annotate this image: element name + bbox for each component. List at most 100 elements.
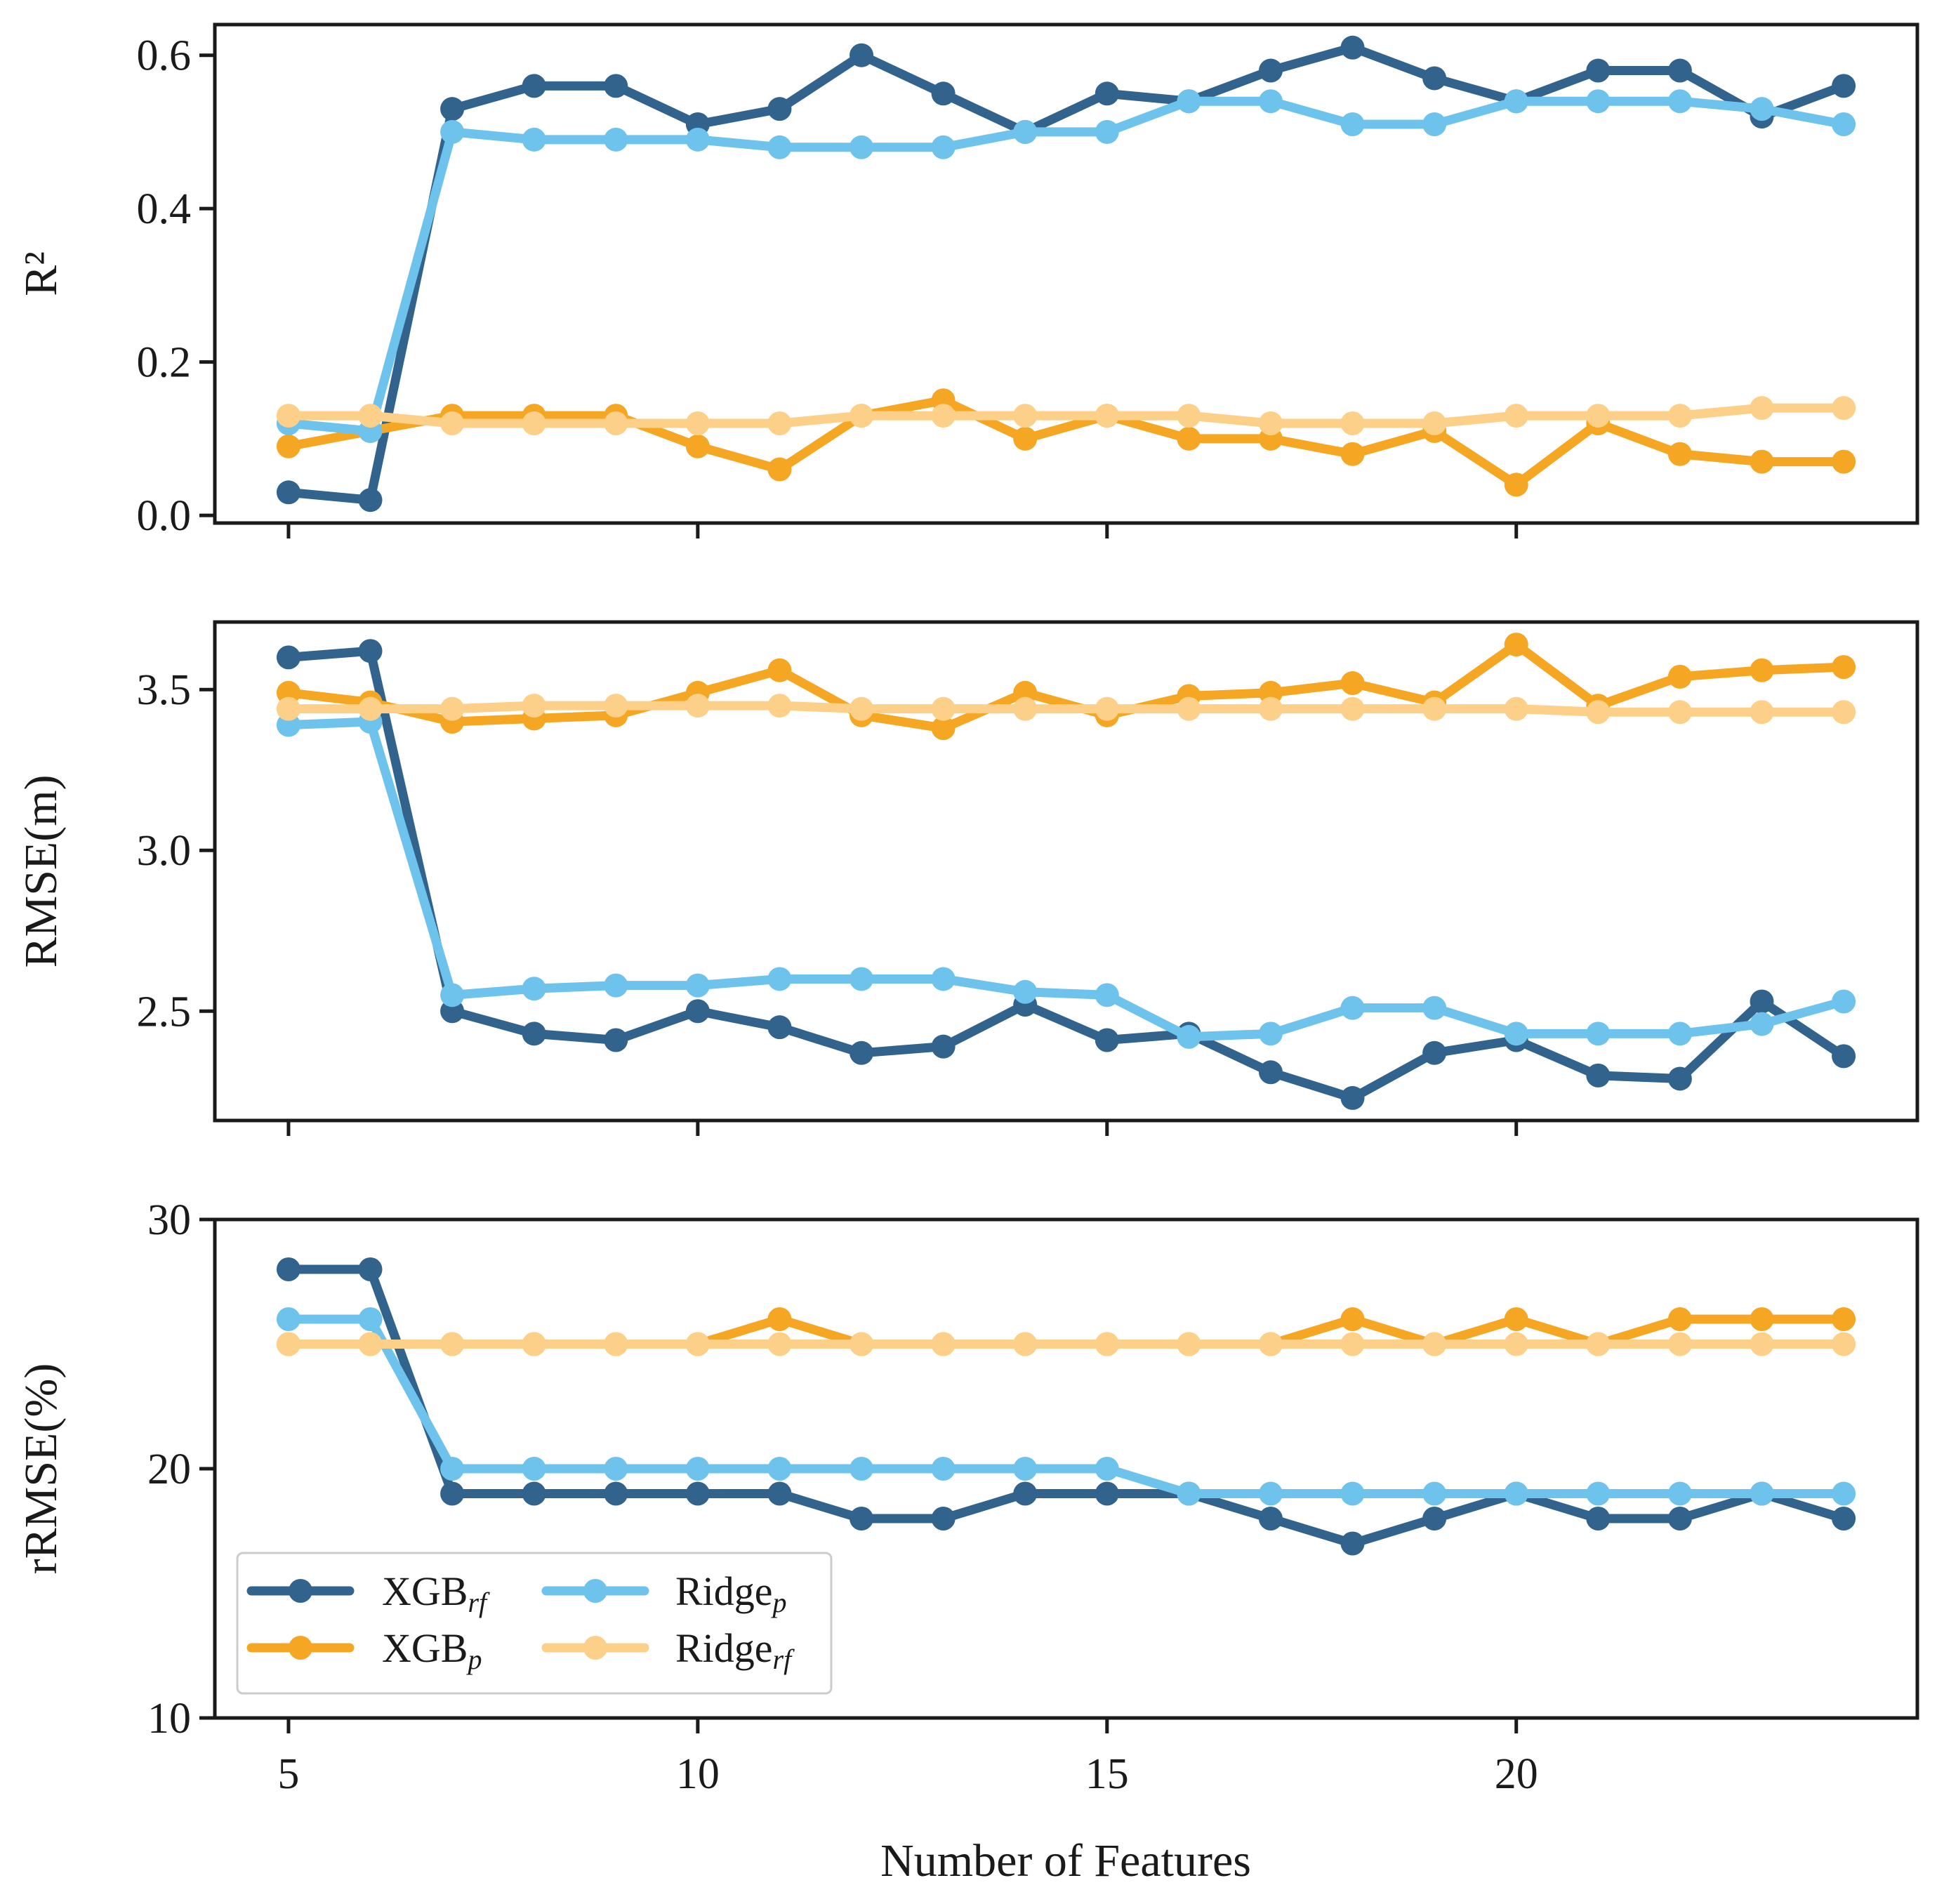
x-tick-label: 5: [277, 1750, 299, 1798]
legend-label-sub: rf: [773, 1644, 795, 1675]
data-point: [1504, 1481, 1528, 1506]
series-line: [284, 640, 1849, 733]
data-point: [276, 645, 300, 670]
legend-entry-xgb-p: XGBp: [246, 1625, 482, 1675]
data-point: [1340, 1307, 1365, 1331]
x-axis-label: Number of Features: [880, 1835, 1251, 1886]
data-point: [1667, 1307, 1692, 1331]
data-point: [1340, 1332, 1365, 1356]
data-point: [685, 999, 710, 1024]
data-point: [1750, 1481, 1774, 1506]
data-point: [522, 1457, 546, 1481]
legend-marker: [289, 1579, 312, 1603]
legend-entry-ridge-p: Ridgep: [541, 1568, 787, 1618]
data-point: [1095, 1332, 1119, 1356]
data-point: [1504, 696, 1528, 721]
data-point: [1832, 1332, 1856, 1356]
data-point: [1258, 89, 1283, 114]
series-layer: [276, 633, 1856, 1110]
data-point: [1504, 1307, 1528, 1331]
data-point: [685, 1457, 710, 1481]
data-point: [1095, 983, 1119, 1007]
series-ridge-p: [276, 1307, 1856, 1506]
data-point: [522, 694, 546, 718]
data-point: [1177, 1332, 1201, 1356]
data-point: [440, 119, 465, 144]
data-point: [1340, 35, 1365, 60]
data-point: [1095, 404, 1119, 428]
data-point: [1258, 58, 1283, 83]
series-ridge-p: [276, 89, 1856, 443]
data-point: [1667, 1022, 1692, 1046]
data-point: [931, 696, 956, 721]
data-point: [1586, 1332, 1611, 1356]
data-point: [1258, 1507, 1283, 1531]
data-point: [1586, 58, 1611, 83]
data-point: [1177, 89, 1201, 114]
data-point: [685, 127, 710, 152]
y-tick-label: 0.0: [137, 492, 192, 540]
data-point: [849, 1507, 874, 1531]
data-point: [1832, 449, 1856, 474]
x-tick-label: 20: [1495, 1750, 1538, 1798]
data-point: [1667, 1066, 1692, 1091]
x-tick-label: 15: [1085, 1750, 1129, 1798]
series-line: [284, 717, 1849, 1042]
series-ridge-rf: [276, 1332, 1856, 1356]
series-line: [284, 1314, 1849, 1498]
legend-label: Ridgep: [675, 1568, 787, 1618]
panel-rrmse: rRMSE(%) 10 20 30 5 10 15 20: [15, 1196, 1919, 1798]
y-tick-label: 30: [147, 1196, 191, 1244]
data-point: [931, 1507, 956, 1531]
data-point: [931, 716, 956, 741]
data-point: [440, 411, 465, 435]
data-point: [1095, 1457, 1119, 1481]
data-point: [1586, 1481, 1611, 1506]
data-point: [767, 411, 792, 435]
y-tick-label: 10: [147, 1695, 191, 1743]
x-ticks: [286, 1120, 1519, 1136]
data-point: [1750, 97, 1774, 121]
data-point: [604, 973, 628, 998]
data-point: [1667, 1507, 1692, 1531]
data-point: [522, 1332, 546, 1356]
data-point: [522, 977, 546, 1001]
data-point: [358, 1332, 383, 1356]
data-point: [1750, 396, 1774, 421]
data-point: [440, 1457, 465, 1481]
data-point: [522, 1481, 546, 1506]
data-point: [358, 1257, 383, 1281]
data-point: [1422, 411, 1447, 435]
data-point: [1258, 411, 1283, 435]
data-point: [767, 1307, 792, 1331]
data-point: [1013, 404, 1038, 428]
data-point: [1750, 658, 1774, 682]
data-point: [1013, 426, 1038, 451]
legend-frame: [236, 1552, 833, 1695]
data-point: [931, 1034, 956, 1059]
series-line: [284, 43, 1849, 505]
data-point: [1013, 1332, 1038, 1356]
series-line: [284, 701, 1849, 717]
data-point: [1667, 1332, 1692, 1356]
data-point: [440, 1332, 465, 1356]
data-point: [1750, 989, 1774, 1014]
data-point: [1586, 1063, 1611, 1087]
series-xgb-p: [276, 388, 1856, 497]
data-point: [1095, 119, 1119, 144]
data-point: [767, 97, 792, 121]
data-point: [767, 457, 792, 482]
data-point: [1095, 1028, 1119, 1052]
data-point: [1667, 1481, 1692, 1506]
data-point: [1177, 404, 1201, 428]
y-ticks: 2.5 3.0 3.5: [137, 666, 215, 1036]
data-point: [440, 696, 465, 721]
data-point: [1422, 1040, 1447, 1065]
data-point: [358, 488, 383, 513]
legend-label-sub: p: [465, 1644, 482, 1675]
data-point: [522, 1022, 546, 1046]
data-point: [1750, 449, 1774, 474]
y-tick-label: 3.5: [137, 666, 192, 714]
y-tick-label: 2.5: [137, 988, 192, 1036]
